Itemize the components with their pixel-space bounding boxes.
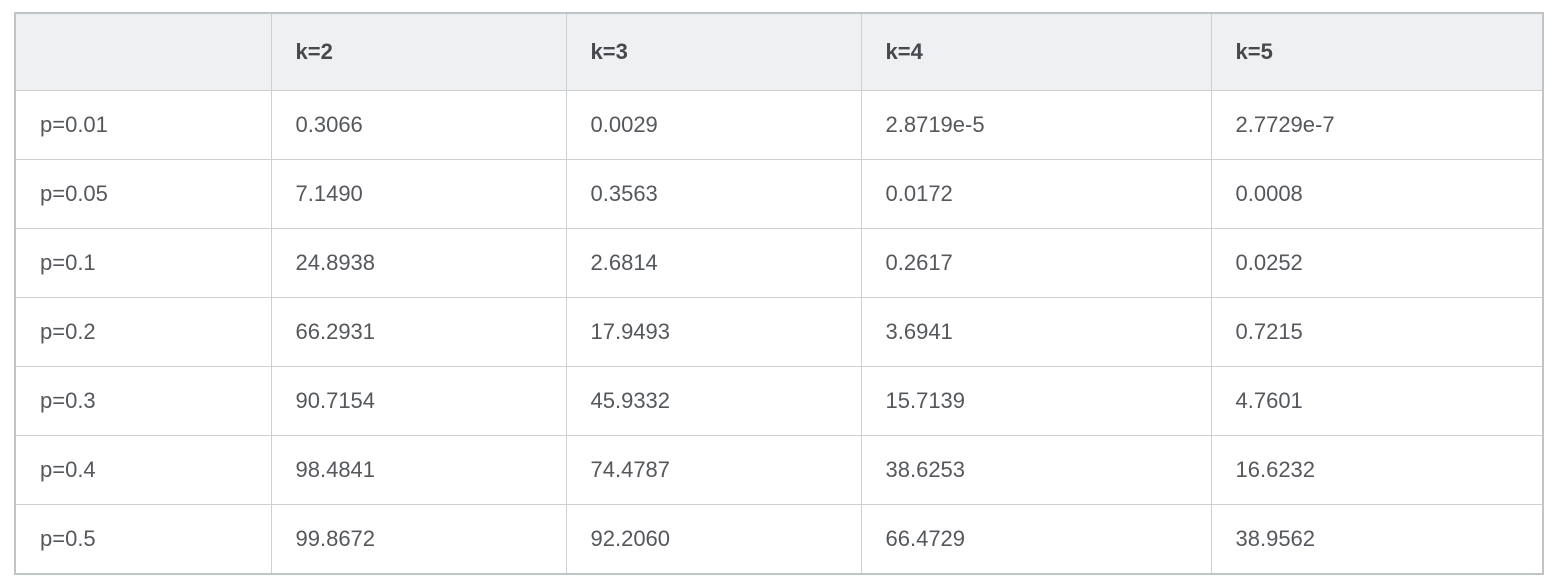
table-cell: 7.1490 [270, 159, 567, 229]
table-cell: 99.8672 [270, 504, 567, 575]
table-cell: 74.4787 [565, 435, 862, 505]
table-cell: 90.7154 [270, 366, 567, 436]
header-row: k=2 k=3 k=4 k=5 [14, 12, 1544, 91]
column-header-cell: k=3 [565, 12, 862, 91]
column-header-cell: k=2 [270, 12, 567, 91]
table-cell: 16.6232 [1210, 435, 1544, 505]
row-label-cell: p=0.3 [14, 366, 272, 436]
table-body: p=0.01 0.3066 0.0029 2.8719e-5 2.7729e-7 p=0.… [14, 90, 1544, 575]
table-cell: 0.0029 [565, 90, 862, 160]
table-row: p=0.1 24.8938 2.6814 0.2617 0.0252 [14, 228, 1544, 298]
row-label-cell: p=0.4 [14, 435, 272, 505]
table-cell: 0.0252 [1210, 228, 1544, 298]
table-cell: 2.8719e-5 [860, 90, 1212, 160]
table-cell: 17.9493 [565, 297, 862, 367]
table-cell: 0.0172 [860, 159, 1212, 229]
table-cell: 66.2931 [270, 297, 567, 367]
table-cell: 0.7215 [1210, 297, 1544, 367]
table-cell: 24.8938 [270, 228, 567, 298]
table-cell: 38.9562 [1210, 504, 1544, 575]
table-row: p=0.5 99.8672 92.2060 66.4729 38.9562 [14, 504, 1544, 575]
column-header-cell: k=5 [1210, 12, 1544, 91]
data-table: k=2 k=3 k=4 k=5 p=0.01 0.3066 0.0029 2.8719e-5… [14, 12, 1544, 575]
column-header-cell: k=4 [860, 12, 1212, 91]
row-label-cell: p=0.5 [14, 504, 272, 575]
table-cell: 0.3066 [270, 90, 567, 160]
table-row: p=0.05 7.1490 0.3563 0.0172 0.0008 [14, 159, 1544, 229]
row-label-cell: p=0.2 [14, 297, 272, 367]
table-cell: 4.7601 [1210, 366, 1544, 436]
table-cell: 92.2060 [565, 504, 862, 575]
table-cell: 45.9332 [565, 366, 862, 436]
table-cell: 3.6941 [860, 297, 1212, 367]
table-cell: 2.7729e-7 [1210, 90, 1544, 160]
row-label-cell: p=0.05 [14, 159, 272, 229]
table-cell: 0.0008 [1210, 159, 1544, 229]
table-row: p=0.3 90.7154 45.9332 15.7139 4.7601 [14, 366, 1544, 436]
table-cell: 98.4841 [270, 435, 567, 505]
table-row: p=0.01 0.3066 0.0029 2.8719e-5 2.7729e-7 [14, 90, 1544, 160]
table-cell: 15.7139 [860, 366, 1212, 436]
table-cell: 0.2617 [860, 228, 1212, 298]
row-label-cell: p=0.01 [14, 90, 272, 160]
table-cell: 2.6814 [565, 228, 862, 298]
table-row: p=0.4 98.4841 74.4787 38.6253 16.6232 [14, 435, 1544, 505]
table-row: p=0.2 66.2931 17.9493 3.6941 0.7215 [14, 297, 1544, 367]
table-cell: 66.4729 [860, 504, 1212, 575]
table-cell: 0.3563 [565, 159, 862, 229]
table-cell: 38.6253 [860, 435, 1212, 505]
corner-header-cell [14, 12, 272, 91]
row-label-cell: p=0.1 [14, 228, 272, 298]
